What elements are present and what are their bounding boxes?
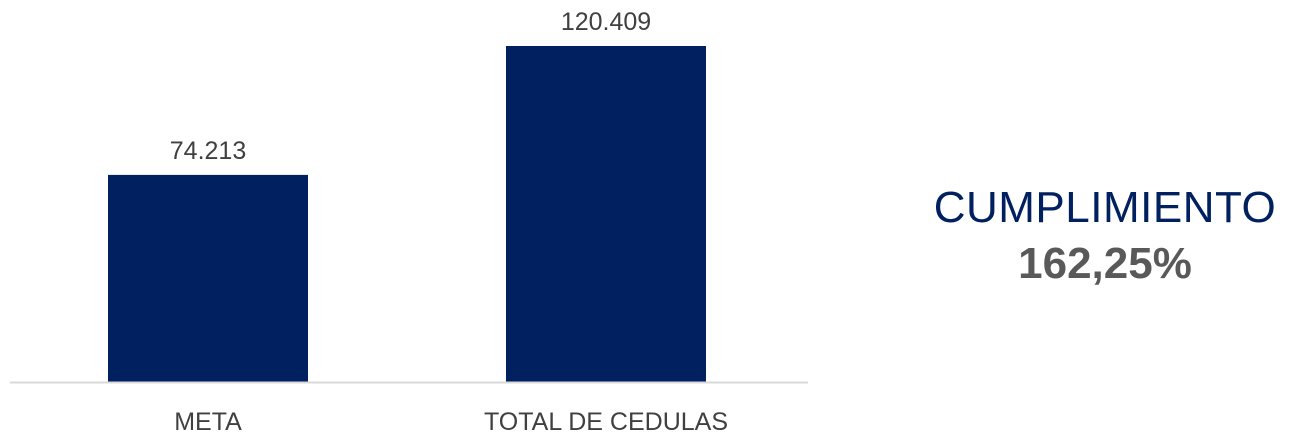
category-label-2: TOTAL DE CEDULAS [484, 408, 728, 436]
bar-chart-svg: 74.213 META 120.409 TOTAL DE CEDULAS [10, 8, 808, 436]
kpi-title: CUMPLIMIENTO [933, 183, 1277, 232]
category-label-1: META [174, 408, 242, 436]
kpi-value: 162,25% [1018, 239, 1192, 288]
data-label-2: 120.409 [561, 8, 651, 36]
bar-chart: 74.213 META 120.409 TOTAL DE CEDULAS [10, 8, 808, 436]
bar-2 [506, 46, 706, 382]
kpi-panel: CUMPLIMIENTO 162,25% [920, 180, 1290, 292]
bar-1 [108, 174, 308, 382]
data-label-1: 74.213 [170, 137, 246, 165]
